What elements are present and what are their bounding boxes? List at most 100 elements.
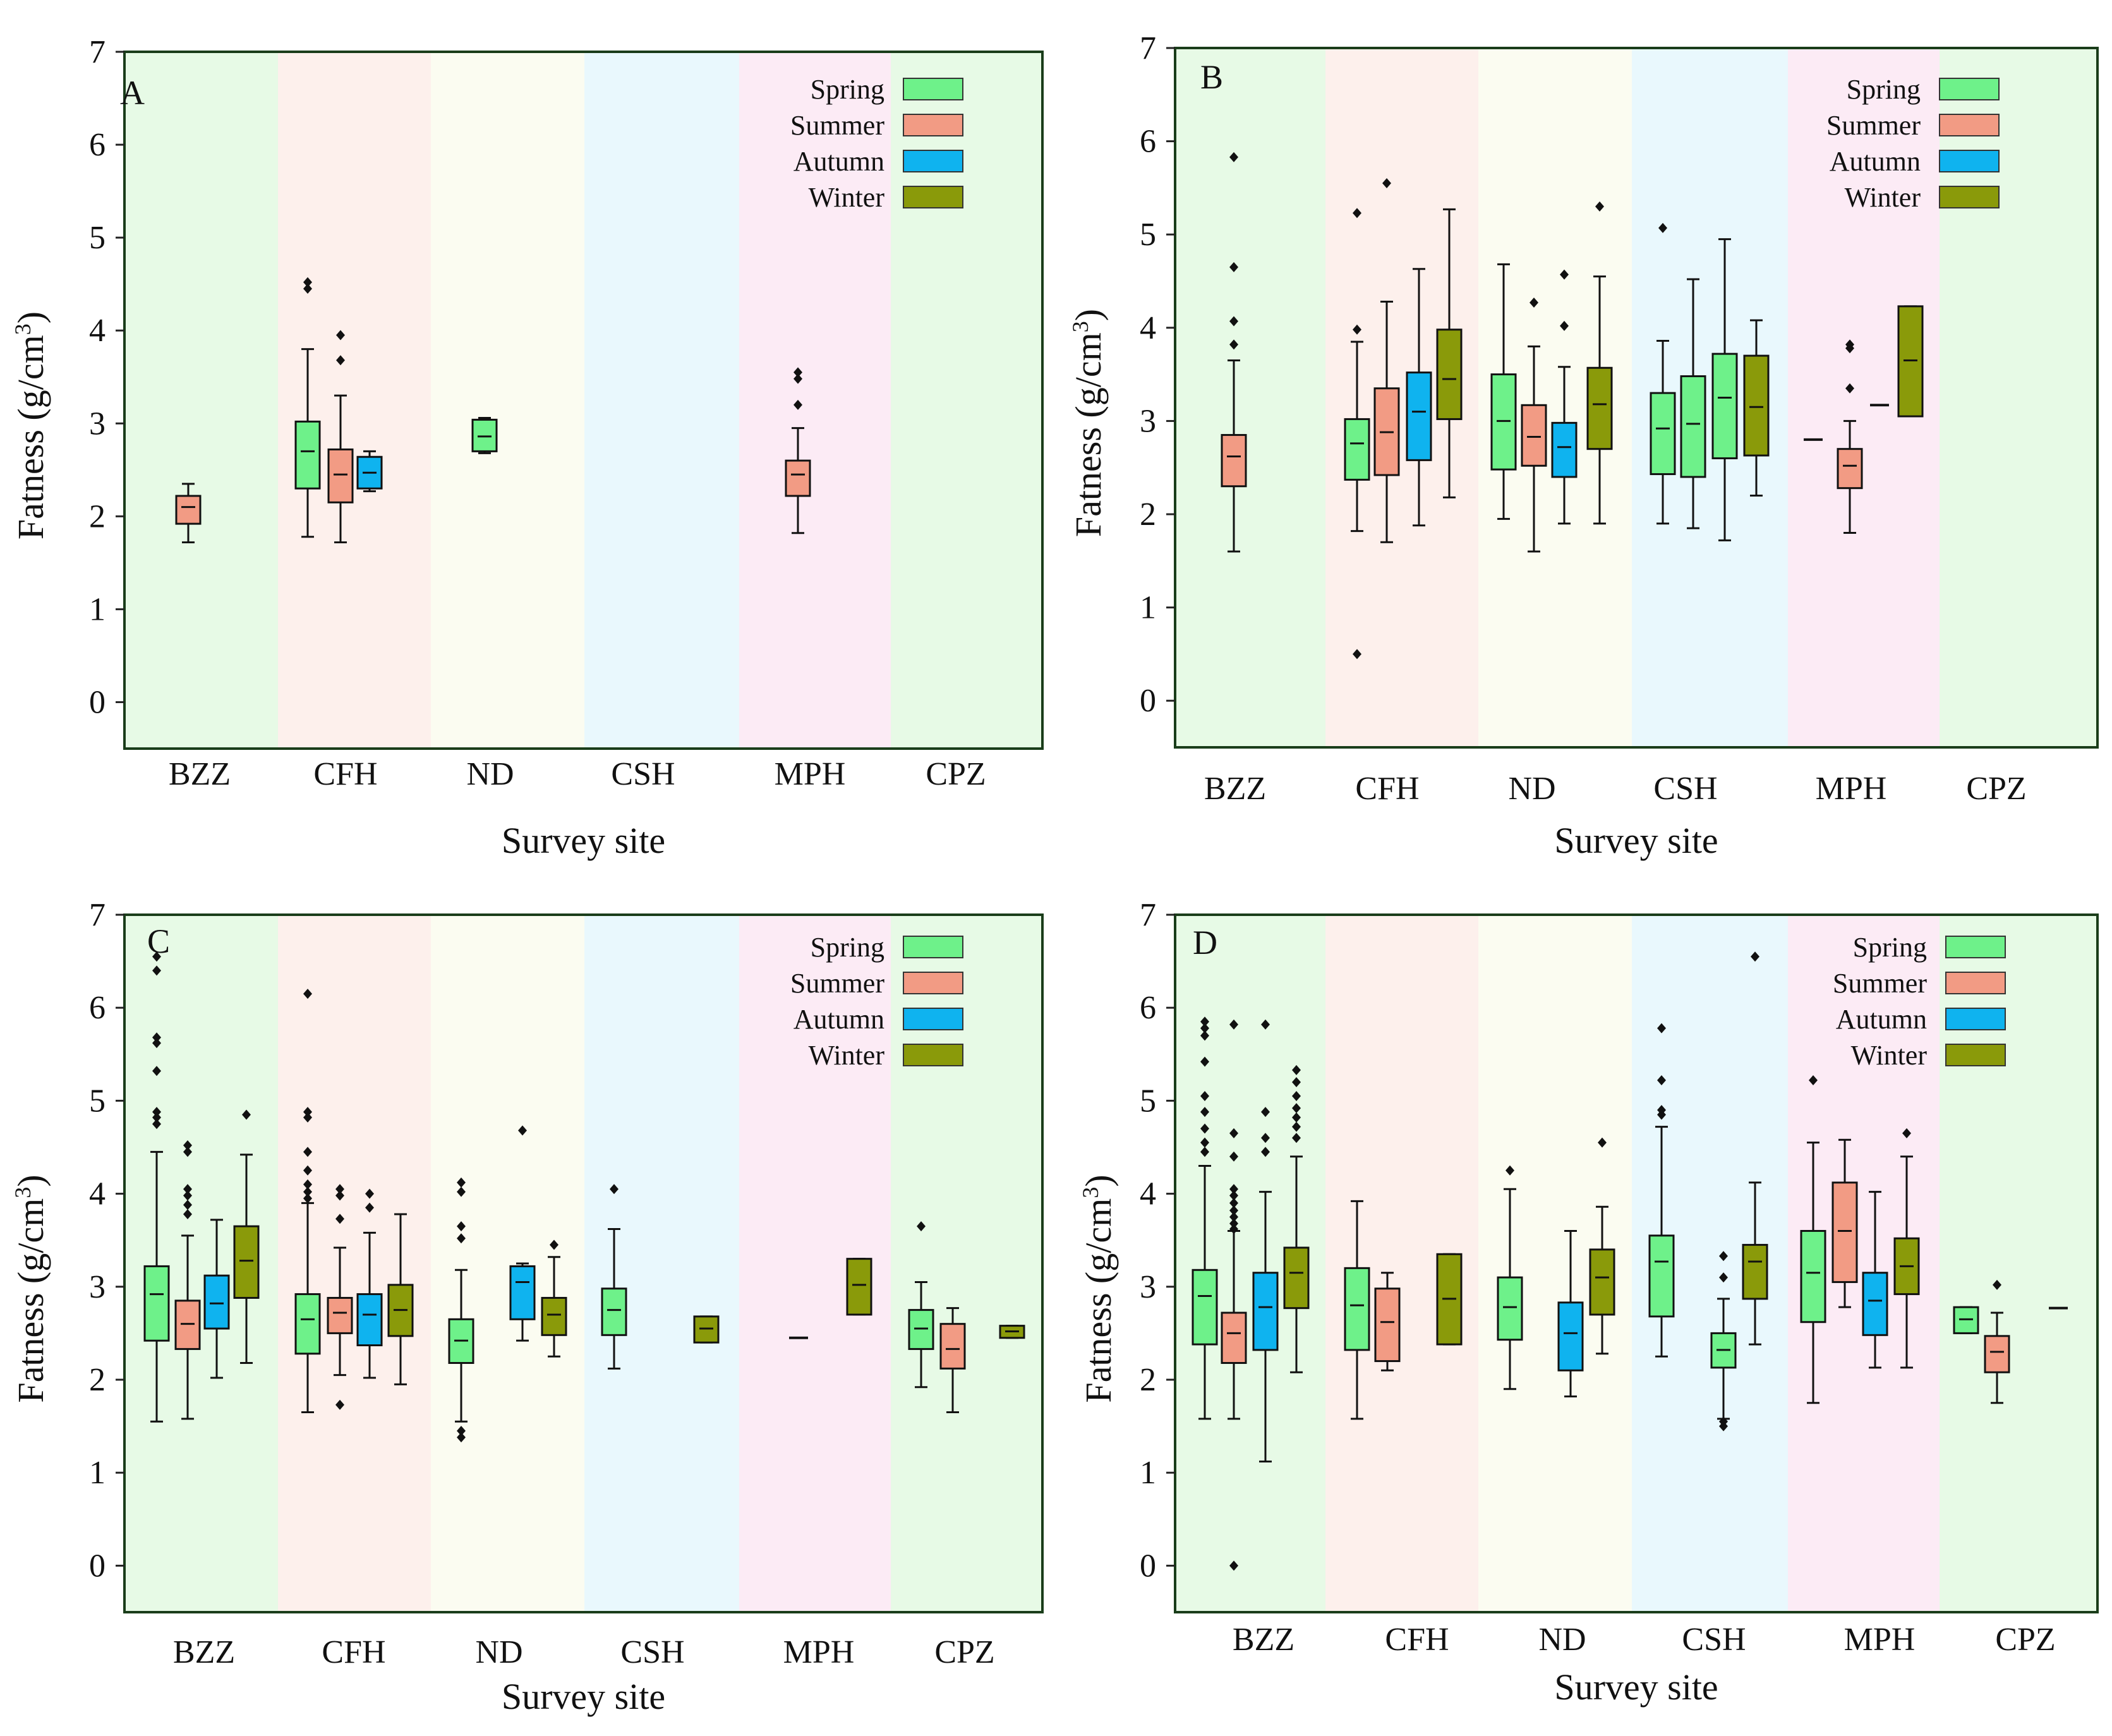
y-tick-label: 6 [89, 127, 106, 163]
box-body [509, 1265, 536, 1320]
site-label-bzz: BZZ [173, 1634, 235, 1670]
legend-swatch-winter [1939, 186, 2000, 208]
box-body [601, 1287, 627, 1336]
box-mph-summer [1831, 1138, 1858, 1308]
box-outlier [336, 355, 345, 366]
box-body [1374, 1287, 1401, 1363]
box-outlier [335, 1214, 344, 1224]
y-tick-label: 6 [1140, 124, 1156, 160]
legend-label-summer: Summer [790, 110, 884, 141]
plot-frame [1174, 913, 2099, 1613]
box-outlier [303, 284, 312, 294]
box-nd-spring [1497, 1165, 1523, 1390]
box-body [1551, 421, 1578, 478]
legend-swatch-spring [903, 78, 963, 100]
legend-label-winter: Winter [809, 1040, 885, 1071]
box-body [1831, 1181, 1858, 1283]
box-body [1497, 1276, 1523, 1341]
box-outlier [1560, 320, 1569, 331]
box-body [1344, 418, 1370, 481]
box-outlier [1506, 1165, 1514, 1176]
site-band-cpz [891, 915, 1042, 1612]
legend-label-spring: Spring [1847, 74, 1921, 105]
box-mph-winter [846, 1258, 872, 1316]
box-outlier [183, 1209, 192, 1219]
box-nd-summer [1521, 297, 1547, 553]
legend-label-autumn: Autumn [794, 1004, 884, 1035]
site-label-cfh: CFH [1355, 771, 1419, 807]
site-band-nd [431, 915, 584, 1612]
box-outlier [335, 1184, 344, 1195]
y-axis-title-main: Fatness (g/cm [10, 335, 51, 539]
box-outlier [1530, 297, 1538, 308]
legend-swatch-summer [903, 114, 963, 136]
box-body [1436, 1253, 1463, 1346]
box-outlier [1657, 1105, 1666, 1116]
box-body [1586, 366, 1613, 450]
y-tick-label: 7 [1140, 897, 1156, 933]
site-band-csh [584, 52, 739, 749]
y-axis-title-sup: 3 [1068, 321, 1093, 332]
box-outlier [1200, 1107, 1209, 1118]
box-bzz-summer [1221, 152, 1247, 553]
legend-swatch-spring [1945, 936, 2006, 958]
legend-swatch-spring [1939, 78, 2000, 100]
site-label-nd: ND [1508, 771, 1555, 807]
site-label-csh: CSH [1653, 771, 1717, 807]
y-axis-title-tail: ) [1078, 1174, 1119, 1186]
box-mph-winter [1893, 1128, 1920, 1369]
box-body [1283, 1246, 1310, 1310]
box-outlier [1598, 1137, 1607, 1148]
box-outlier [1200, 1016, 1209, 1027]
panel-letter: A [120, 74, 145, 112]
x-axis-title: Survey site [502, 820, 665, 861]
x-axis-title: Survey site [502, 1676, 665, 1717]
box-cfh-winter [1436, 1253, 1463, 1346]
box-body [1893, 1237, 1920, 1296]
box-body [1344, 1267, 1370, 1351]
box-outlier [1719, 1272, 1728, 1283]
box-csh-spring [1711, 238, 1738, 541]
y-axis-title-main: Fatness (g/cm [1068, 332, 1109, 537]
site-label-bzz: BZZ [169, 756, 231, 792]
y-tick-label: 4 [89, 313, 106, 349]
box-outlier [1902, 1128, 1911, 1138]
y-tick-label: 0 [89, 684, 106, 720]
legend-swatch-autumn [1945, 1008, 2006, 1030]
box-body [327, 448, 354, 503]
box-cfh-winter [1436, 208, 1463, 498]
legend-label-summer: Summer [790, 968, 884, 999]
y-tick-label: 4 [89, 1176, 106, 1212]
y-tick-label: 5 [89, 1083, 106, 1119]
site-label-nd: ND [475, 1634, 522, 1670]
box-outlier [1200, 1147, 1209, 1157]
site-label-cpz: CPZ [1995, 1622, 2055, 1658]
box-outlier [1229, 316, 1238, 327]
y-tick-label: 2 [1140, 1362, 1156, 1398]
legend-label-summer: Summer [1833, 968, 1927, 999]
y-tick-label: 2 [1140, 497, 1156, 533]
box-outlier [335, 1399, 344, 1410]
box-outlier [610, 1184, 619, 1195]
y-tick-label: 7 [89, 34, 106, 70]
box-cfh-spring [294, 277, 321, 538]
box-outlier [1292, 1064, 1301, 1075]
box-outlier [1229, 1224, 1238, 1234]
box-outlier [1560, 269, 1569, 280]
box-body [143, 1265, 170, 1342]
box-body [1589, 1248, 1615, 1316]
box-cpz-winter [999, 1325, 1025, 1339]
site-label-mph: MPH [775, 756, 846, 792]
box-csh-spring [601, 1184, 627, 1370]
box-cfh-summer [1373, 178, 1400, 543]
box-body [541, 1296, 567, 1336]
box-outlier [518, 1125, 527, 1136]
box-outlier [1229, 262, 1238, 272]
box-nd-autumn [1551, 269, 1578, 525]
legend-label-spring: Spring [1853, 932, 1927, 963]
site-label-csh: CSH [620, 1634, 684, 1670]
y-axis-title: Fatness (g/cm3) [10, 311, 51, 539]
box-body [1192, 1269, 1218, 1346]
box-cpz-summer [1984, 1279, 2010, 1404]
box-nd-winter [1589, 1137, 1615, 1355]
